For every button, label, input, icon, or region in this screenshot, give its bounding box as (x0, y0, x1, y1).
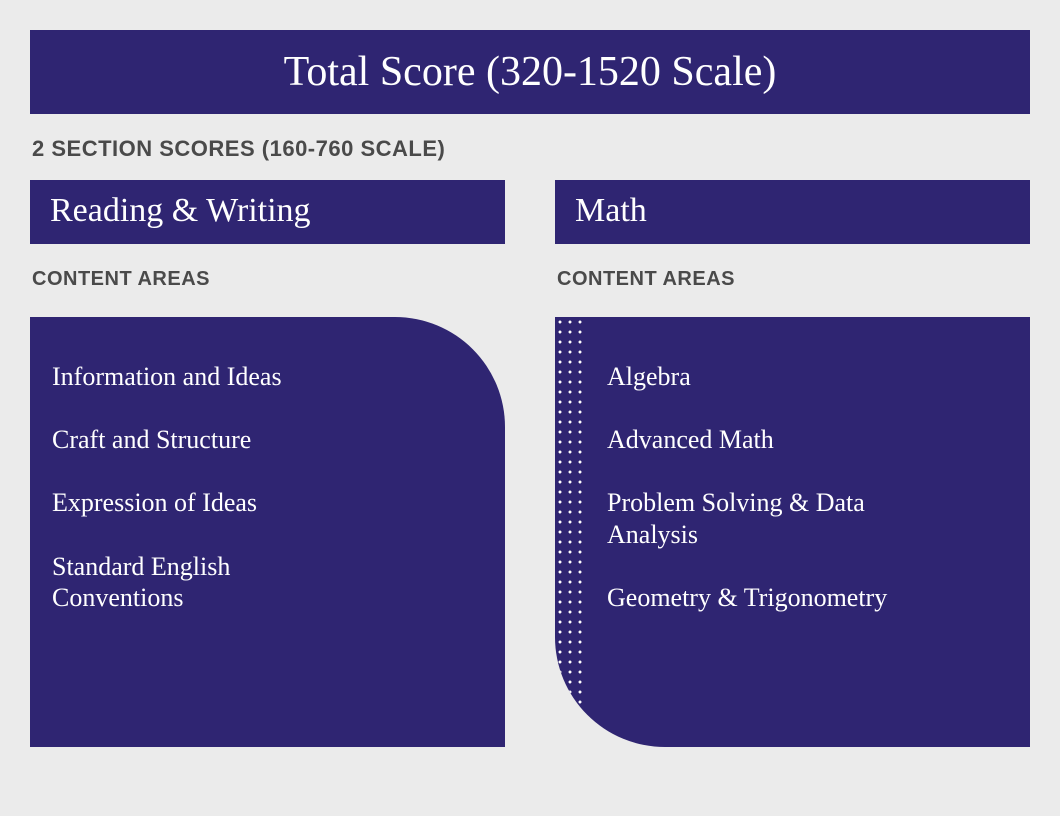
total-score-label: Total Score (320-1520 Scale) (284, 49, 777, 95)
content-areas-heading: CONTENT AREAS (557, 268, 1030, 291)
section-math: Math CONTENT AREAS Algebra Advanced Math… (555, 180, 1030, 747)
content-area-item: Information and Ideas (52, 361, 483, 392)
content-areas-list: Information and Ideas Craft and Structur… (52, 361, 483, 613)
section-scores-heading: 2 SECTION SCORES (160-760 SCALE) (32, 136, 1030, 162)
content-area-item: Standard English Conventions (52, 551, 352, 613)
content-area-item: Craft and Structure (52, 424, 483, 455)
content-areas-heading: CONTENT AREAS (32, 268, 505, 291)
content-areas-box-math: Algebra Advanced Math Problem Solving & … (555, 317, 1030, 747)
total-score-banner: Total Score (320-1520 Scale) (30, 30, 1030, 114)
content-area-item: Problem Solving & Data Analysis (607, 487, 907, 549)
content-area-item: Algebra (607, 361, 1008, 392)
content-areas-list: Algebra Advanced Math Problem Solving & … (577, 361, 1008, 613)
section-title-reading-writing: Reading & Writing (30, 180, 505, 244)
content-areas-box-reading-writing: Information and Ideas Craft and Structur… (30, 317, 505, 747)
sections-row: Reading & Writing CONTENT AREAS Informat… (30, 180, 1030, 747)
content-area-item: Expression of Ideas (52, 487, 483, 518)
content-area-item: Geometry & Trigonometry (607, 582, 1008, 613)
section-title-math: Math (555, 180, 1030, 244)
section-reading-writing: Reading & Writing CONTENT AREAS Informat… (30, 180, 505, 747)
content-area-item: Advanced Math (607, 424, 1008, 455)
